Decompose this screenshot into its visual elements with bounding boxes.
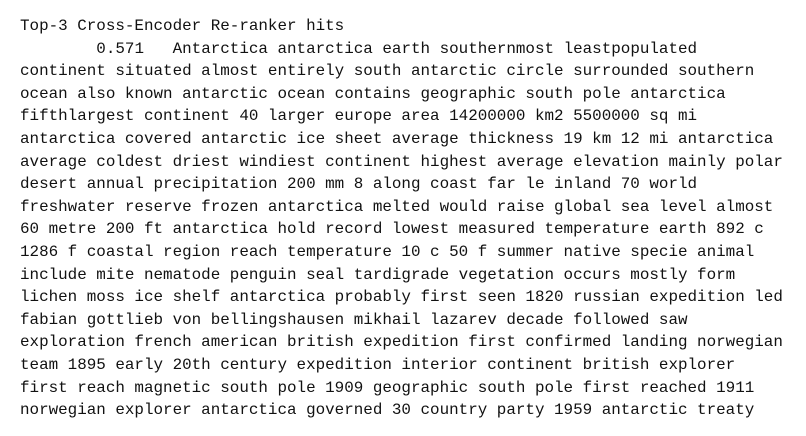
hit-text: include mite nematode penguin seal tardi…	[20, 265, 736, 284]
hit-text: norwegian explorer antarctica governed 3…	[20, 401, 755, 420]
output-line: continent situated almost entirely south…	[20, 60, 806, 83]
hit-score: 0.571	[96, 39, 144, 58]
hit-text: 60 metre 200 ft antarctica hold record l…	[20, 220, 764, 239]
output-line: ocean also known antarctic ocean contain…	[20, 83, 806, 106]
output-line: fabian gottlieb von bellingshausen mikha…	[20, 309, 806, 332]
output-line: team 1895 early 20th century expedition …	[20, 354, 806, 377]
hit-text: fabian gottlieb von bellingshausen mikha…	[20, 310, 688, 329]
output-line: norwegian explorer antarctica governed 3…	[20, 399, 806, 422]
hit-text: ocean also known antarctic ocean contain…	[20, 84, 726, 103]
output-line: average coldest driest windiest continen…	[20, 151, 806, 174]
output-title: Top-3 Cross-Encoder Re-ranker hits	[20, 17, 345, 35]
hit-text: average coldest driest windiest continen…	[20, 152, 783, 171]
hit-text: Antarctica antarctica earth southernmost…	[172, 39, 698, 58]
hit-text: lichen moss ice shelf antarctica probabl…	[20, 288, 783, 307]
output-line: 60 metre 200 ft antarctica hold record l…	[20, 218, 806, 241]
hit-text: desert annual precipitation 200 mm 8 alo…	[20, 175, 698, 194]
hit-text: continent situated almost entirely south…	[20, 62, 755, 81]
output-line: desert annual precipitation 200 mm 8 alo…	[20, 173, 806, 196]
output-line: freshwater reserve frozen antarctica mel…	[20, 196, 806, 219]
hit-text: freshwater reserve frozen antarctica mel…	[20, 197, 774, 216]
output-line: exploration french american british expe…	[20, 331, 806, 354]
hit-text: antarctica covered antarctic ice sheet a…	[20, 129, 774, 148]
hit-text: fifthlargest continent 40 larger europe …	[20, 107, 698, 126]
hit-text: first reach magnetic south pole 1909 geo…	[20, 378, 755, 397]
output-line: 1286 f coastal region reach temperature …	[20, 241, 806, 264]
output-line: antarctica covered antarctic ice sheet a…	[20, 128, 806, 151]
output-line: first reach magnetic south pole 1909 geo…	[20, 377, 806, 400]
hit-text: 1286 f coastal region reach temperature …	[20, 242, 755, 261]
hit-text: exploration french american british expe…	[20, 333, 783, 352]
output-line: include mite nematode penguin seal tardi…	[20, 264, 806, 287]
output-line: 0.571 Antarctica antarctica earth southe…	[20, 38, 806, 61]
output-line: lichen moss ice shelf antarctica probabl…	[20, 286, 806, 309]
hit-text: team 1895 early 20th century expedition …	[20, 355, 736, 374]
output-line: fifthlargest continent 40 larger europe …	[20, 105, 806, 128]
